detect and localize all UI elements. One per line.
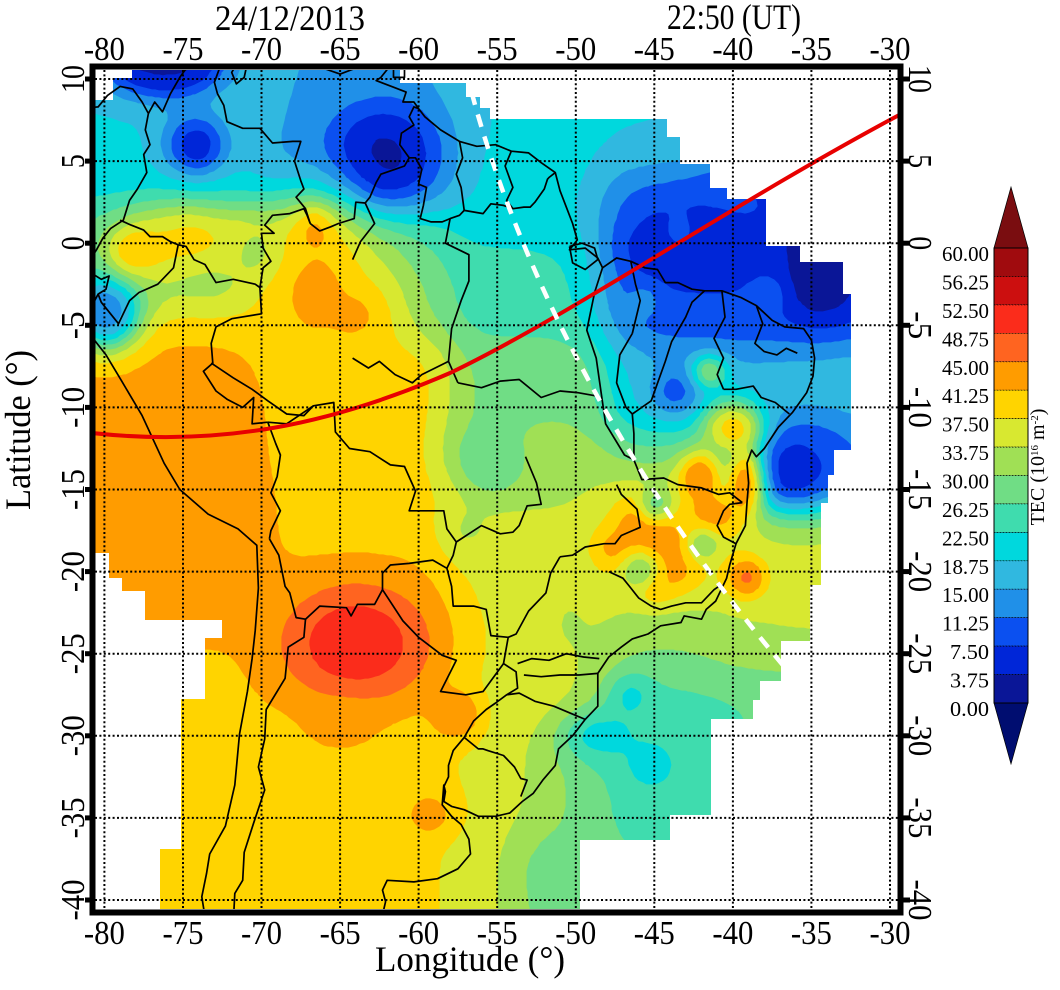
- svg-text:-10: -10: [55, 387, 92, 428]
- svg-text:30.00: 30.00: [942, 470, 989, 494]
- svg-text:-40: -40: [712, 31, 753, 68]
- svg-text:52.50: 52.50: [942, 299, 989, 323]
- svg-text:-30: -30: [901, 715, 938, 756]
- svg-text:-70: -70: [241, 915, 282, 952]
- svg-text:-50: -50: [555, 31, 596, 68]
- svg-text:-45: -45: [634, 915, 675, 952]
- svg-text:-55: -55: [477, 31, 518, 68]
- svg-text:-25: -25: [55, 633, 92, 674]
- svg-text:-30: -30: [870, 915, 911, 952]
- svg-text:22.50: 22.50: [942, 526, 989, 550]
- svg-text:0.00: 0.00: [950, 697, 989, 721]
- svg-text:-75: -75: [163, 915, 204, 952]
- svg-text:7.50: 7.50: [950, 640, 989, 664]
- svg-text:-80: -80: [84, 915, 125, 952]
- svg-text:-5: -5: [901, 311, 938, 339]
- svg-text:5: 5: [55, 154, 92, 168]
- svg-text:-20: -20: [55, 551, 92, 592]
- svg-text:45.00: 45.00: [942, 356, 989, 380]
- svg-text:-35: -35: [901, 797, 938, 838]
- svg-text:0: 0: [55, 236, 92, 250]
- svg-text:3.75: 3.75: [950, 669, 989, 693]
- svg-text:-45: -45: [634, 31, 675, 68]
- svg-text:-60: -60: [398, 31, 439, 68]
- svg-text:0: 0: [901, 236, 938, 250]
- svg-text:15.00: 15.00: [942, 583, 989, 607]
- svg-text:-70: -70: [241, 31, 282, 68]
- svg-text:10: 10: [901, 65, 938, 93]
- svg-text:48.75: 48.75: [942, 327, 989, 351]
- svg-text:-55: -55: [477, 915, 518, 952]
- svg-text:11.25: 11.25: [942, 612, 989, 636]
- svg-text:10: 10: [55, 65, 92, 93]
- svg-text:-60: -60: [398, 915, 439, 952]
- svg-text:33.75: 33.75: [942, 441, 989, 465]
- svg-text:-35: -35: [55, 797, 92, 838]
- svg-text:-35: -35: [791, 31, 832, 68]
- svg-text:-80: -80: [84, 31, 125, 68]
- svg-text:-35: -35: [791, 915, 832, 952]
- svg-text:TEC (1016 m-2): TEC (1016 m-2): [1027, 409, 1049, 526]
- svg-text:41.25: 41.25: [942, 384, 989, 408]
- svg-text:-65: -65: [320, 31, 361, 68]
- svg-text:-15: -15: [901, 469, 938, 510]
- svg-text:-15: -15: [55, 469, 92, 510]
- svg-text:-40: -40: [901, 880, 938, 921]
- svg-text:-30: -30: [870, 31, 911, 68]
- svg-text:-75: -75: [163, 31, 204, 68]
- svg-text:26.25: 26.25: [942, 498, 989, 522]
- svg-text:5: 5: [901, 154, 938, 168]
- svg-text:-65: -65: [320, 915, 361, 952]
- svg-text:18.75: 18.75: [942, 555, 989, 579]
- svg-text:37.50: 37.50: [942, 413, 989, 437]
- svg-text:Longitude (°): Longitude (°): [375, 939, 565, 979]
- svg-text:-40: -40: [712, 915, 753, 952]
- svg-text:56.25: 56.25: [942, 270, 989, 294]
- svg-text:-20: -20: [901, 551, 938, 592]
- svg-text:-40: -40: [55, 880, 92, 921]
- svg-text:22:50 (UT): 22:50 (UT): [667, 0, 801, 37]
- svg-text:-5: -5: [55, 311, 92, 339]
- svg-text:-25: -25: [901, 633, 938, 674]
- svg-text:24/12/2013: 24/12/2013: [215, 0, 365, 38]
- svg-text:-50: -50: [555, 915, 596, 952]
- svg-text:Latitude (°): Latitude (°): [0, 350, 38, 510]
- svg-text:60.00: 60.00: [942, 242, 989, 266]
- svg-text:-30: -30: [55, 715, 92, 756]
- svg-text:-10: -10: [901, 387, 938, 428]
